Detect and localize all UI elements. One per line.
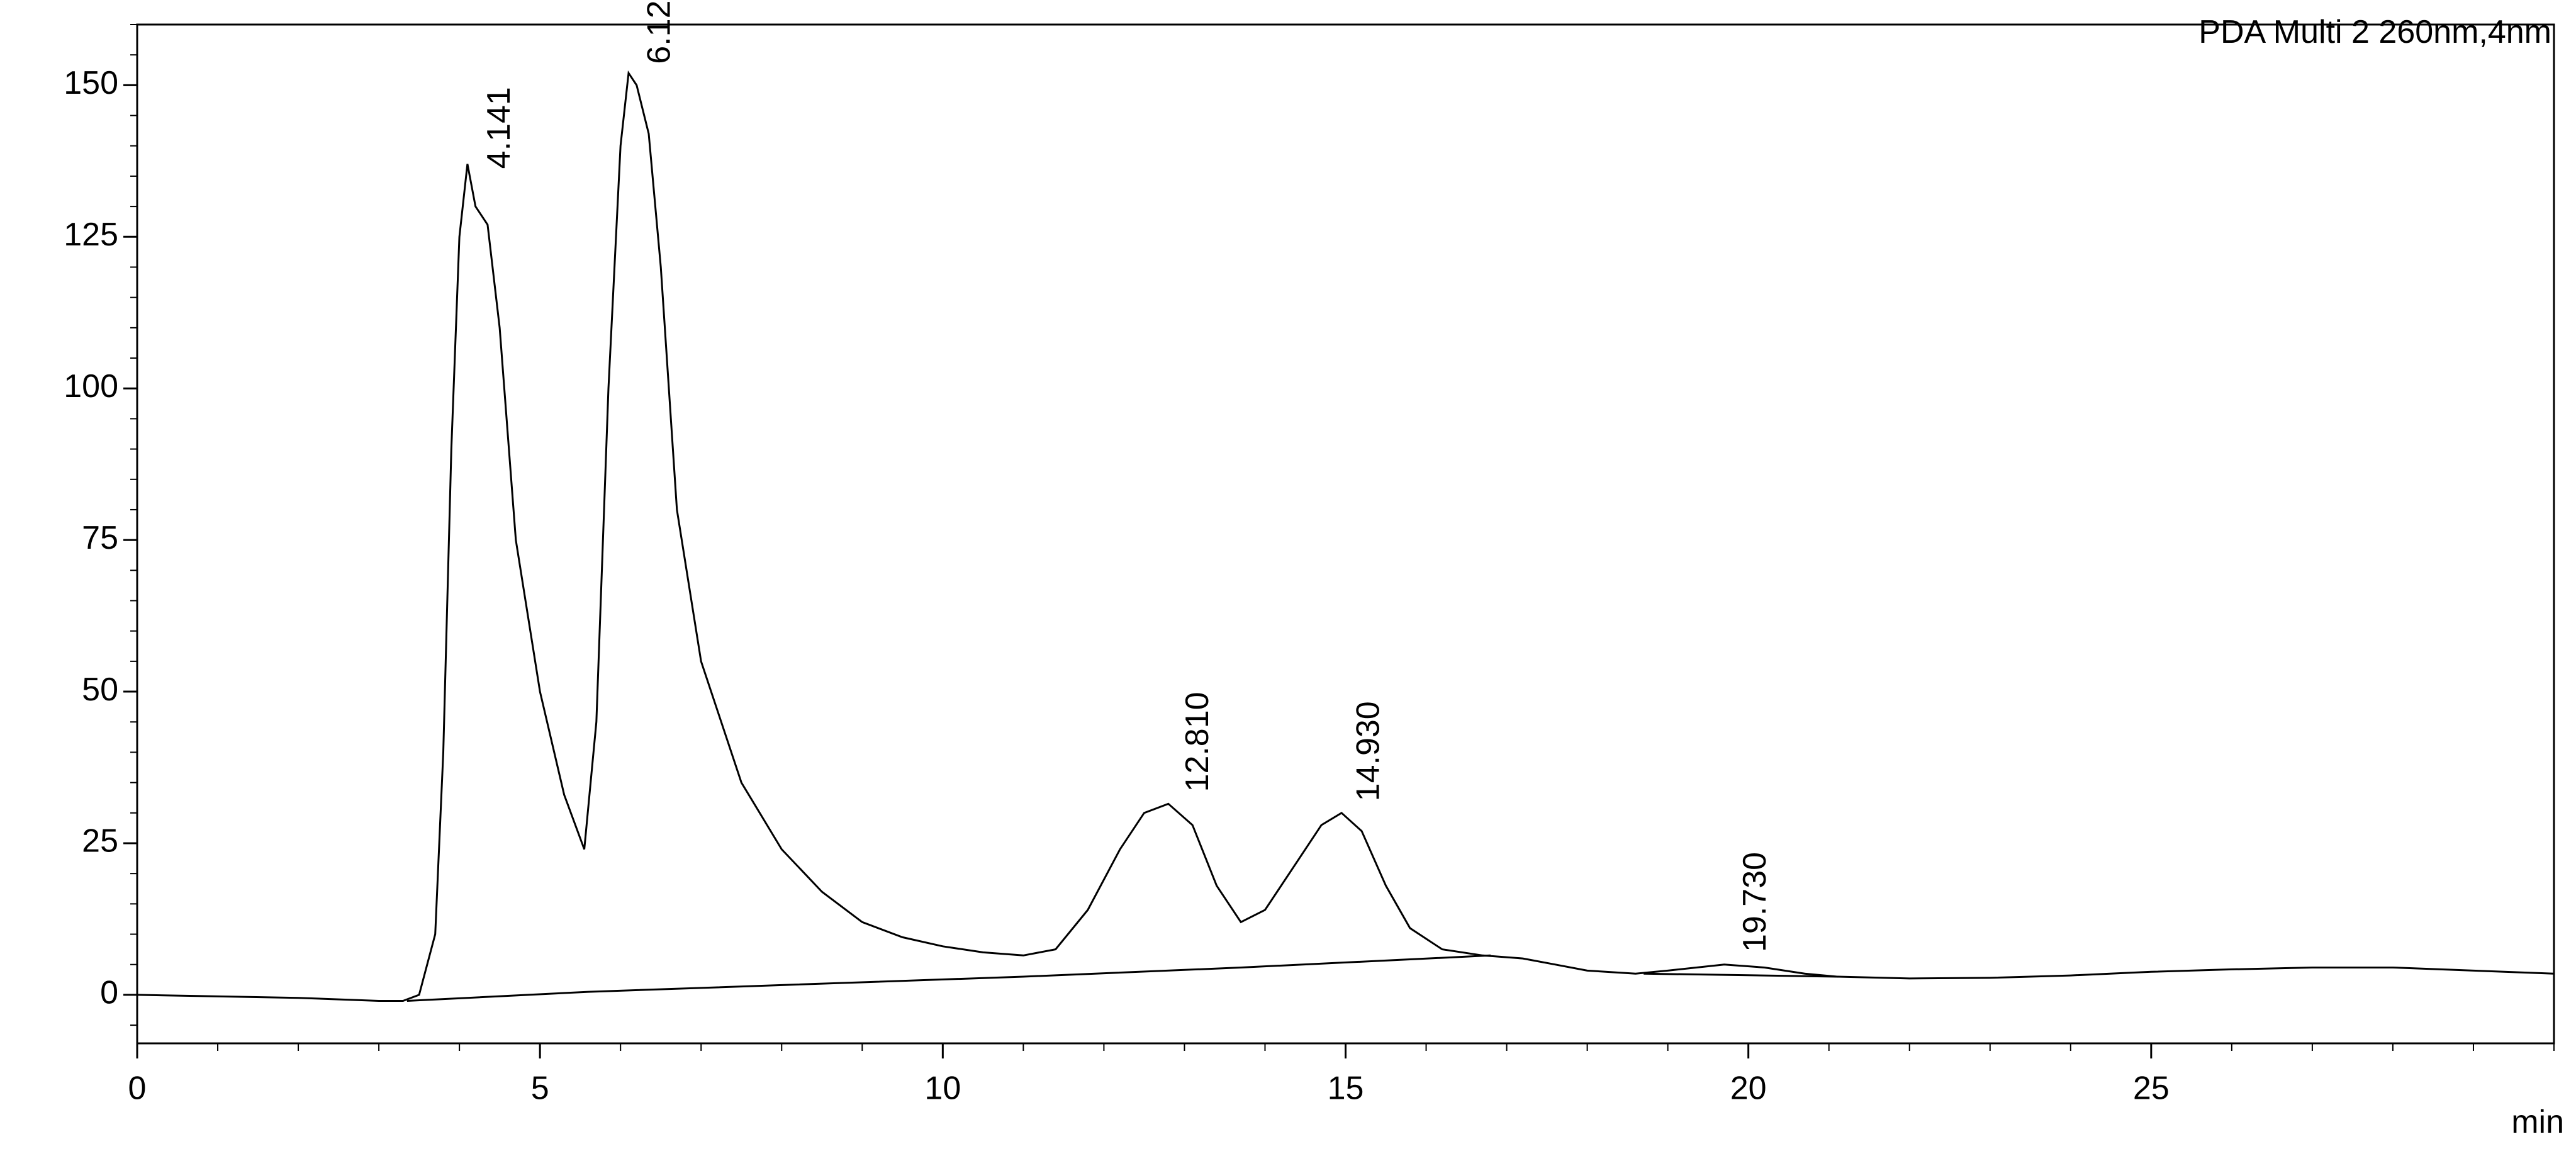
y-tick-label: 125 [64,216,118,253]
y-tick-label: 150 [64,65,118,101]
y-tick-label: 50 [82,671,118,708]
plot-frame [136,23,2555,1045]
x-tick-label: 0 [128,1070,147,1107]
x-tick-label: 15 [1328,1070,1364,1107]
x-axis-label: min [2511,1104,2564,1140]
y-tick-label: 25 [82,823,118,860]
x-tick-label: 25 [2133,1070,2170,1107]
x-tick-label: 5 [531,1070,549,1107]
y-tick-label: 100 [64,368,118,405]
y-tick-label: 75 [82,520,118,556]
baseline-line [406,954,1491,1002]
x-tick-label: 10 [924,1070,961,1107]
x-tick-label: 20 [1730,1070,1767,1107]
chromatogram-line [137,70,2555,1002]
chart-title: PDA Multi 2 260nm,4nm [2198,14,2551,50]
peak-label: 6.129 [641,0,678,64]
peak-label: 4.141 [481,87,517,169]
peak-label: 14.930 [1350,701,1387,801]
baseline-line [1644,972,1837,978]
y-tick-label: 0 [100,975,118,1011]
peak-label: 19.730 [1737,852,1773,952]
peak-label: 12.810 [1179,692,1216,792]
